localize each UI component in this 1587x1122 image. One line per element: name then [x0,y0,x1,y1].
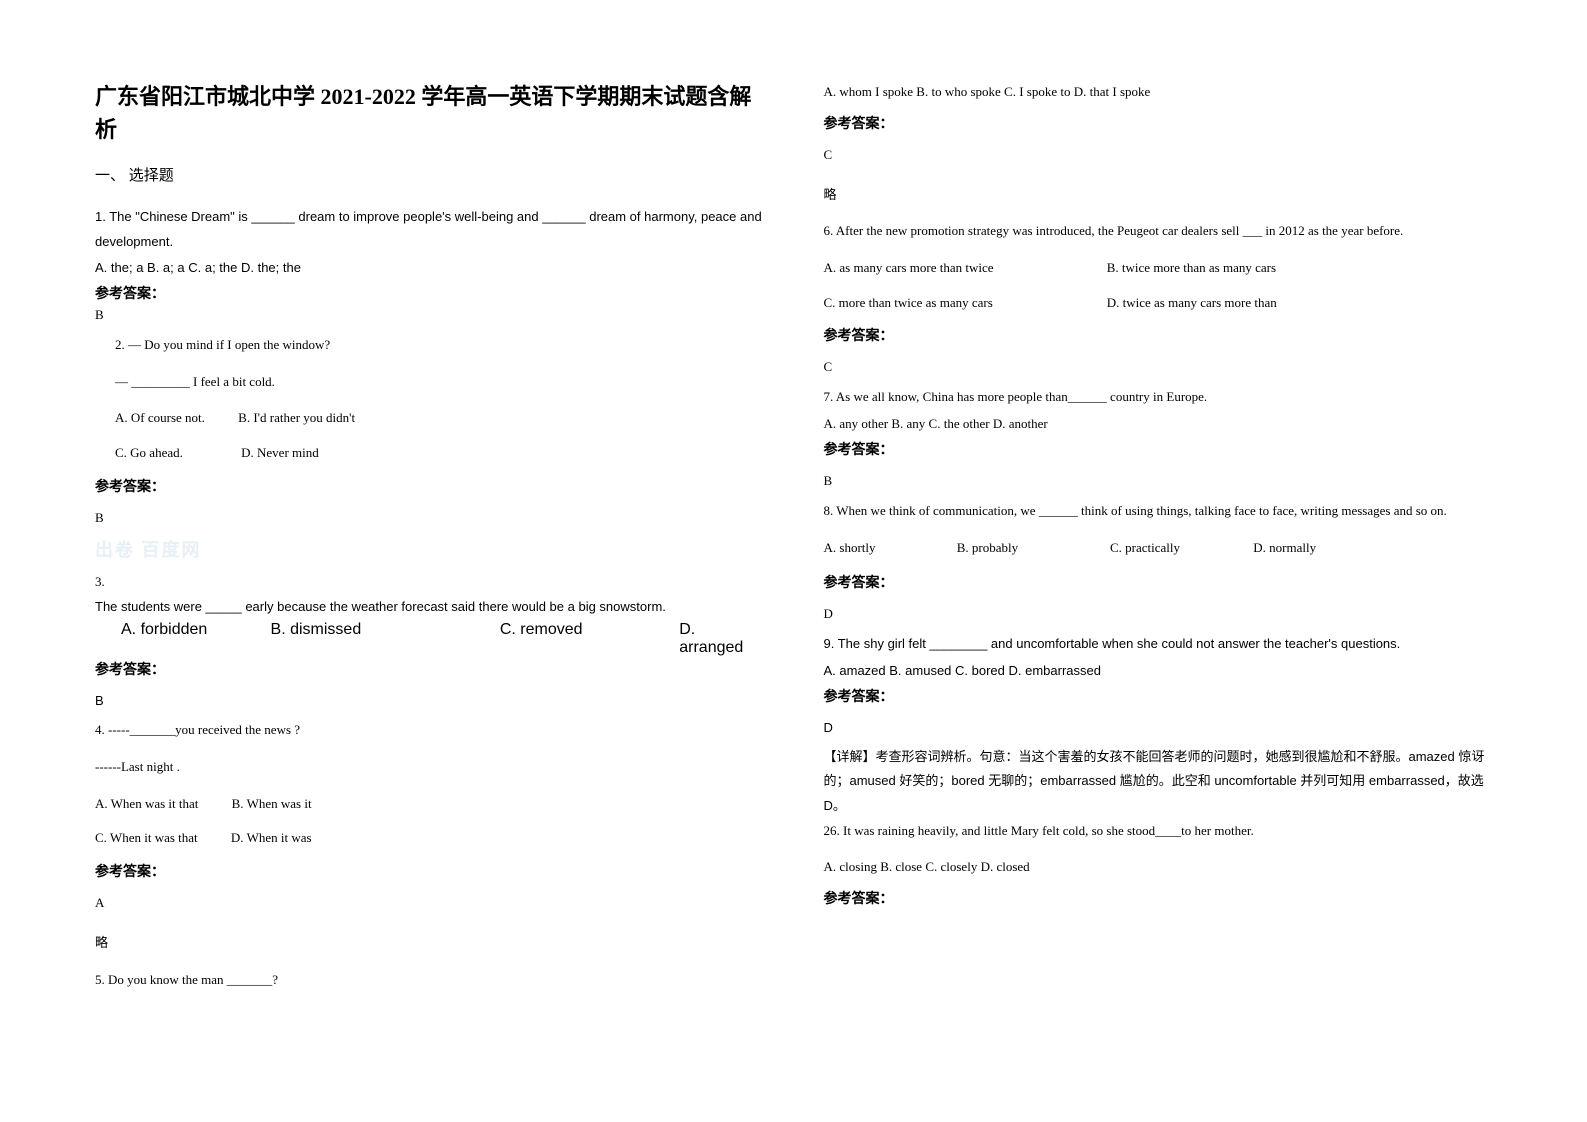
q8-options: A. shortly B. probably C. practically D.… [824,536,1493,561]
q7-answer-label: 参考答案： [824,439,1493,459]
q3-opt-d: D. arranged [679,621,763,657]
q6-text: 6. After the new promotion strategy was … [824,219,1493,244]
q26-text: 26. It was raining heavily, and little M… [824,819,1493,844]
right-column: A. whom I spoke B. to who spoke C. I spo… [824,80,1493,994]
q4-opt-a: A. When was it that [95,796,198,811]
q9-explanation: 【详解】考查形容词辨析。句意：当这个害羞的女孩不能回答老师的问题时，她感到很尴尬… [824,745,1493,819]
q8-opt-d: D. normally [1253,540,1316,555]
q9-options: A. amazed B. amused C. bored D. embarras… [824,659,1493,684]
q9-answer: D [824,720,1493,735]
q26-answer-label: 参考答案： [824,888,1493,908]
q3-answer: B [95,693,764,708]
q3-opt-c: C. removed [500,621,679,657]
q3-text: The students were _____ early because th… [95,595,764,620]
q4-opt-b: B. When was it [232,796,312,811]
q7-options: A. any other B. any C. the other D. anot… [824,412,1493,437]
q4-answer: A [95,895,764,911]
q6-answer: C [824,359,1493,375]
q6-options-row1: A. as many cars more than twice B. twice… [824,256,1493,281]
q26-options: A. closing B. close C. closely D. closed [824,855,1493,880]
q2-opt-d: D. Never mind [241,445,319,460]
q2-opt-b: B. I'd rather you didn't [238,410,355,425]
q7-answer: B [824,473,1493,489]
q6-opt-a: A. as many cars more than twice [824,256,1104,281]
q6-options-row2: C. more than twice as many cars D. twice… [824,291,1493,316]
q6-answer-label: 参考答案： [824,325,1493,345]
q3-opt-b: B. dismissed [271,621,500,657]
q3-options: A. forbidden B. dismissed C. removed D. … [95,621,764,657]
q2-line2: — _________ I feel a bit cold. [95,370,764,395]
q6-opt-d: D. twice as many cars more than [1107,295,1277,310]
q2-line1: 2. — Do you mind if I open the window? [95,333,764,358]
q5-answer: C [824,147,1493,163]
q4-answer-label: 参考答案： [95,861,764,881]
q4-note: 略 [95,931,764,956]
q5-note: 略 [824,183,1493,208]
q6-opt-b: B. twice more than as many cars [1107,260,1276,275]
q1-answer: B [95,307,764,323]
q8-opt-a: A. shortly [824,536,954,561]
q8-opt-b: B. probably [957,536,1107,561]
document-title: 广东省阳江市城北中学 2021-2022 学年高一英语下学期期末试题含解析 [95,80,764,146]
q1-answer-label: 参考答案： [95,283,764,303]
q8-answer-label: 参考答案： [824,572,1493,592]
q4-opt-c: C. When it was that [95,830,198,845]
q4-options-row2: C. When it was that D. When it was [95,826,764,851]
q1-text: 1. The "Chinese Dream" is ______ dream t… [95,205,764,254]
q3-num: 3. [95,570,764,595]
q8-text: 8. When we think of communication, we __… [824,499,1493,524]
q8-answer: D [824,606,1493,622]
left-column: 广东省阳江市城北中学 2021-2022 学年高一英语下学期期末试题含解析 一、… [95,80,764,994]
q3-opt-a: A. forbidden [121,621,271,657]
watermark: 出卷 百度网 [95,536,764,562]
q6-opt-c: C. more than twice as many cars [824,291,1104,316]
q2-opt-a: A. Of course not. [115,410,205,425]
q2-options-row1: A. Of course not. B. I'd rather you didn… [95,406,764,431]
q7-text: 7. As we all know, China has more people… [824,385,1493,410]
q9-answer-label: 参考答案： [824,686,1493,706]
q1-options: A. the; a B. a; a C. a; the D. the; the [95,256,764,281]
q4-line2: ------Last night . [95,755,764,780]
q4-opt-d: D. When it was [231,830,312,845]
q2-answer-label: 参考答案： [95,476,764,496]
q2-answer: B [95,510,764,526]
q2-opt-c: C. Go ahead. [115,445,183,460]
q9-text: 9. The shy girl felt ________ and uncomf… [824,632,1493,657]
q3-answer-label: 参考答案： [95,659,764,679]
q5-answer-label: 参考答案： [824,113,1493,133]
q2-options-row2: C. Go ahead. D. Never mind [95,441,764,466]
section-heading: 一、 选择题 [95,164,764,185]
q4-line1: 4. -----_______you received the news ? [95,718,764,743]
q5-text: 5. Do you know the man _______? [95,968,764,993]
page-container: 广东省阳江市城北中学 2021-2022 学年高一英语下学期期末试题含解析 一、… [95,80,1492,994]
q5-options: A. whom I spoke B. to who spoke C. I spo… [824,80,1493,105]
q8-opt-c: C. practically [1110,536,1250,561]
q4-options-row1: A. When was it that B. When was it [95,792,764,817]
